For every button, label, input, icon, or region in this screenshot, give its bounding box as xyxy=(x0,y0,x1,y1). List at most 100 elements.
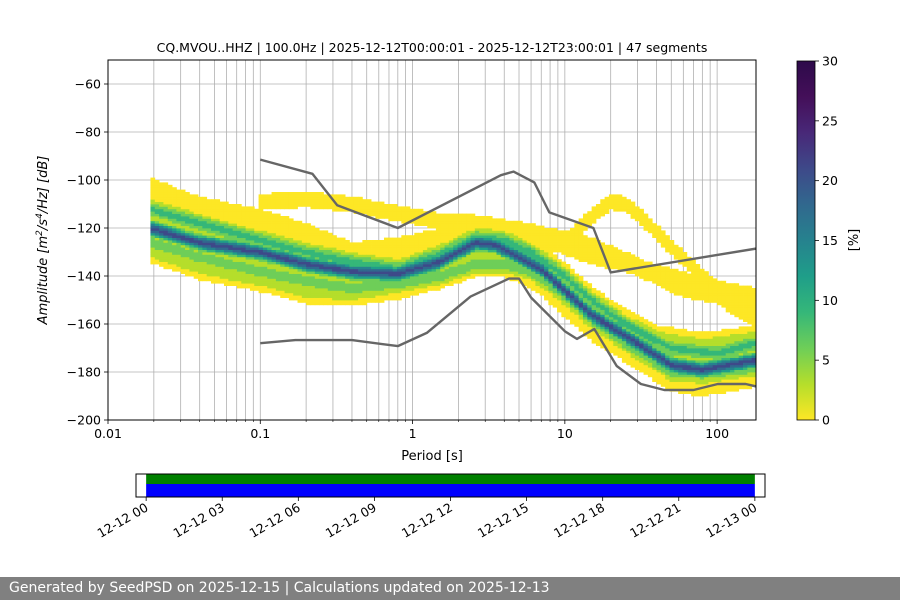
density-cell xyxy=(691,276,696,279)
density-cell xyxy=(232,211,238,214)
density-cell xyxy=(531,254,536,258)
density-cell xyxy=(258,220,264,224)
density-cell xyxy=(409,235,415,238)
density-cell xyxy=(617,264,623,267)
density-cell xyxy=(725,290,731,294)
density-cell xyxy=(401,290,407,294)
density-cell xyxy=(284,201,290,205)
density-cell xyxy=(418,254,424,258)
density-cell xyxy=(466,259,471,262)
density-cell xyxy=(280,247,285,250)
density-cell xyxy=(379,264,385,267)
density-cell xyxy=(150,208,156,212)
density-cell xyxy=(509,244,515,248)
density-cell xyxy=(712,338,718,342)
density-cell xyxy=(332,204,337,207)
density-cell xyxy=(223,264,229,267)
density-cell xyxy=(185,220,190,224)
density-cell xyxy=(297,288,303,291)
density-cell xyxy=(435,247,441,250)
density-cell xyxy=(591,213,597,217)
density-cell xyxy=(150,196,156,200)
density-cell xyxy=(570,242,575,246)
density-cell xyxy=(358,280,363,284)
density-cell xyxy=(669,384,675,387)
density-cell xyxy=(297,220,303,224)
density-cell xyxy=(154,213,160,217)
density-cell xyxy=(245,240,251,243)
density-cell xyxy=(604,199,610,202)
density-cell xyxy=(267,271,272,274)
density-cell xyxy=(336,194,342,198)
density-cell xyxy=(600,324,606,327)
density-cell xyxy=(608,206,614,210)
density-cell xyxy=(673,283,679,286)
density-cell xyxy=(604,338,610,342)
density-cell xyxy=(275,240,281,243)
density-cell xyxy=(167,264,173,267)
density-cell xyxy=(634,345,640,349)
density-cell xyxy=(163,199,169,202)
density-cell xyxy=(159,249,164,253)
density-cell xyxy=(691,364,696,368)
density-cell xyxy=(548,242,554,246)
density-cell xyxy=(548,261,554,265)
density-cell xyxy=(306,237,311,241)
density-cell xyxy=(319,247,324,250)
density-cell xyxy=(582,235,588,238)
density-cell xyxy=(647,326,653,330)
density-cell xyxy=(228,211,234,214)
density-cell xyxy=(306,235,311,238)
density-cell xyxy=(483,252,489,255)
density-cell xyxy=(721,352,727,356)
density-cell xyxy=(254,273,259,277)
density-cell xyxy=(518,273,523,277)
density-cell xyxy=(440,271,445,274)
density-cell xyxy=(574,280,580,284)
density-cell xyxy=(228,252,234,255)
density-cell xyxy=(345,249,350,253)
density-cell xyxy=(236,271,242,274)
density-cell xyxy=(734,288,740,291)
density-cell xyxy=(444,261,450,265)
density-cell xyxy=(323,261,329,265)
density-cell xyxy=(587,314,593,318)
density-cell xyxy=(249,244,255,248)
density-cell xyxy=(193,228,199,231)
density-cell xyxy=(686,273,692,277)
density-cell xyxy=(249,216,255,219)
density-cell xyxy=(457,223,463,226)
density-cell xyxy=(721,386,727,390)
density-cell xyxy=(349,259,355,262)
density-cell xyxy=(366,285,372,289)
density-cell xyxy=(293,295,298,298)
density-cell xyxy=(249,223,255,226)
density-cell xyxy=(401,273,407,277)
density-cell xyxy=(258,208,264,212)
density-cell xyxy=(660,240,666,243)
density-cell xyxy=(535,232,541,236)
density-cell xyxy=(747,364,753,368)
density-cell xyxy=(656,240,662,243)
density-cell xyxy=(206,206,212,210)
density-cell xyxy=(159,220,164,224)
density-cell xyxy=(578,259,584,262)
density-cell xyxy=(280,283,285,286)
density-cell xyxy=(349,256,355,260)
density-cell xyxy=(608,247,614,250)
density-cell xyxy=(544,295,549,298)
density-cell xyxy=(150,235,156,238)
density-cell xyxy=(258,211,264,214)
density-cell xyxy=(500,225,506,229)
density-cell xyxy=(678,364,683,368)
density-cell xyxy=(608,194,614,198)
density-cell xyxy=(643,228,649,231)
density-cell xyxy=(673,369,679,373)
density-cell xyxy=(414,244,420,248)
density-cell xyxy=(150,199,156,202)
density-cell xyxy=(163,204,169,207)
density-cell xyxy=(245,208,251,212)
density-cell xyxy=(626,357,631,361)
density-cell xyxy=(686,288,692,291)
density-cell xyxy=(267,213,272,217)
